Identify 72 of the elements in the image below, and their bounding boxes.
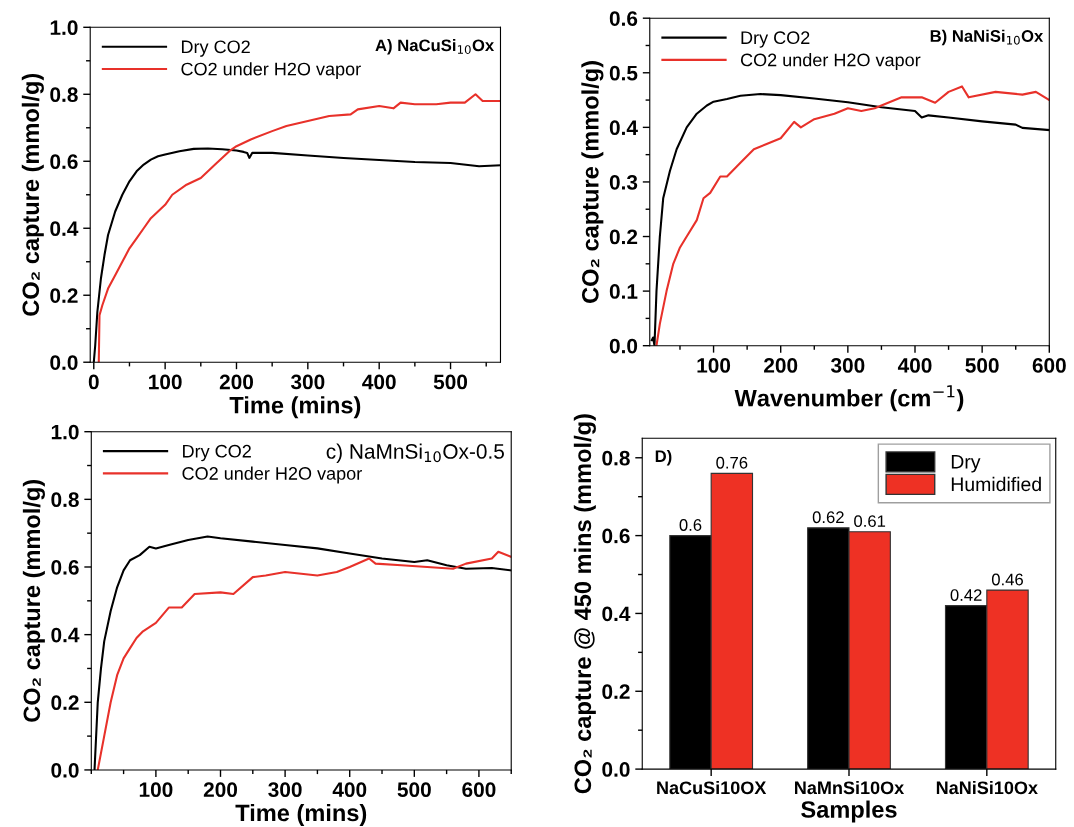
x-tick-label: NaCuSi10OX bbox=[657, 780, 767, 795]
legend-label: Humidified bbox=[951, 476, 1041, 492]
y-tick-label: 1.0 bbox=[50, 20, 78, 36]
y-tick-label: 0.8 bbox=[602, 450, 630, 466]
y-tick-label: 0.2 bbox=[50, 288, 78, 303]
data-label: 0.62 bbox=[812, 511, 844, 524]
y-tick-label: 0.4 bbox=[50, 221, 79, 237]
x-tick-label: 200 bbox=[203, 782, 238, 798]
data-label: 0.76 bbox=[716, 456, 748, 469]
x-tick-label: 600 bbox=[1032, 358, 1066, 373]
x-tick-label: 300 bbox=[268, 782, 302, 798]
y-tick-label: 0.4 bbox=[51, 627, 80, 643]
y-tick-label: 0.5 bbox=[609, 65, 638, 81]
y-tick-label: 0.3 bbox=[609, 174, 638, 190]
x-tick-label: 300 bbox=[830, 358, 865, 373]
y-tick-label: 0.6 bbox=[51, 559, 79, 575]
x-tick-label: 500 bbox=[397, 782, 431, 798]
legend-label: CO2 under H2O vapor bbox=[740, 53, 921, 70]
x-axis-title: Samples bbox=[801, 800, 897, 823]
annotation: A) NaCuSi$_{10}$Ox bbox=[375, 39, 495, 55]
y-axis-title: CO₂ capture (mmol/g) bbox=[21, 73, 44, 316]
data-label: 0.61 bbox=[854, 515, 886, 528]
x-axis-title: Time (mins) bbox=[235, 803, 367, 826]
legend-label: Dry CO2 bbox=[741, 31, 810, 48]
y-tick-label: 1.0 bbox=[51, 424, 79, 440]
x-axis-title: Wavenumber (cm$^{−1}$) bbox=[734, 385, 964, 412]
y-tick-label: 0.0 bbox=[609, 338, 638, 354]
x-tick-label: 200 bbox=[764, 358, 798, 373]
y-axis-title: CO₂ capture (mmol/g) bbox=[22, 479, 45, 722]
y-tick-label: 0.0 bbox=[602, 762, 630, 777]
data-label: 0.6 bbox=[679, 519, 702, 531]
x-tick-label: 200 bbox=[219, 374, 254, 390]
x-tick-label: 500 bbox=[965, 358, 999, 373]
legend-label: Dry CO2 bbox=[181, 40, 250, 57]
y-tick-label: 0.6 bbox=[50, 154, 78, 170]
x-tick-label: NaNiSi10Ox bbox=[936, 780, 1038, 795]
x-tick-label: NaMnSi10Ox bbox=[795, 780, 905, 795]
x-tick-label: 100 bbox=[149, 374, 182, 390]
data-label: 0.46 bbox=[991, 573, 1023, 586]
data-label: 0.42 bbox=[950, 589, 982, 601]
x-tick-label: 500 bbox=[433, 374, 468, 390]
annotation: D) bbox=[655, 449, 672, 466]
x-tick-label: 100 bbox=[139, 782, 173, 798]
x-tick-label: 300 bbox=[290, 374, 325, 390]
legend-label: Dry CO2 bbox=[183, 444, 251, 462]
y-axis-title: CO₂ capture (mmol/g) bbox=[581, 61, 604, 303]
y-tick-label: 0.2 bbox=[609, 229, 638, 245]
x-tick-label: 100 bbox=[697, 358, 731, 373]
y-tick-label: 0.0 bbox=[51, 762, 79, 778]
x-axis-title: Time (mins) bbox=[229, 396, 361, 419]
annotation: c) NaMnSi$_{10}$Ox-0.5 bbox=[326, 443, 504, 463]
annotation: B) NaNiSi$_{10}$Ox bbox=[930, 29, 1044, 46]
y-tick-label: 0.0 bbox=[50, 355, 78, 370]
y-tick-label: 0.8 bbox=[50, 87, 78, 103]
x-tick-label: 400 bbox=[332, 782, 367, 798]
y-tick-label: 0.6 bbox=[609, 11, 638, 26]
x-tick-label: 400 bbox=[362, 374, 396, 390]
y-tick-label: 0.2 bbox=[51, 695, 79, 711]
x-tick-label: 0 bbox=[88, 374, 99, 390]
legend-label: Dry bbox=[951, 455, 981, 473]
y-tick-label: 0.4 bbox=[609, 120, 638, 136]
x-tick-label: 400 bbox=[897, 358, 932, 373]
y-tick-label: 0.4 bbox=[602, 606, 631, 622]
x-tick-label: 600 bbox=[462, 782, 496, 798]
legend-label: CO2 under H2O vapor bbox=[182, 466, 362, 484]
y-tick-label: 0.2 bbox=[602, 684, 630, 700]
y-tick-label: 0.6 bbox=[602, 528, 630, 544]
y-axis-title: CO₂ capture @ 450 mins (mmol/g) bbox=[573, 414, 596, 794]
y-tick-label: 0.1 bbox=[609, 284, 638, 299]
y-tick-label: 0.8 bbox=[51, 492, 79, 508]
legend-label: CO2 under H2O vapor bbox=[181, 62, 361, 80]
line-series bbox=[97, 93, 501, 363]
